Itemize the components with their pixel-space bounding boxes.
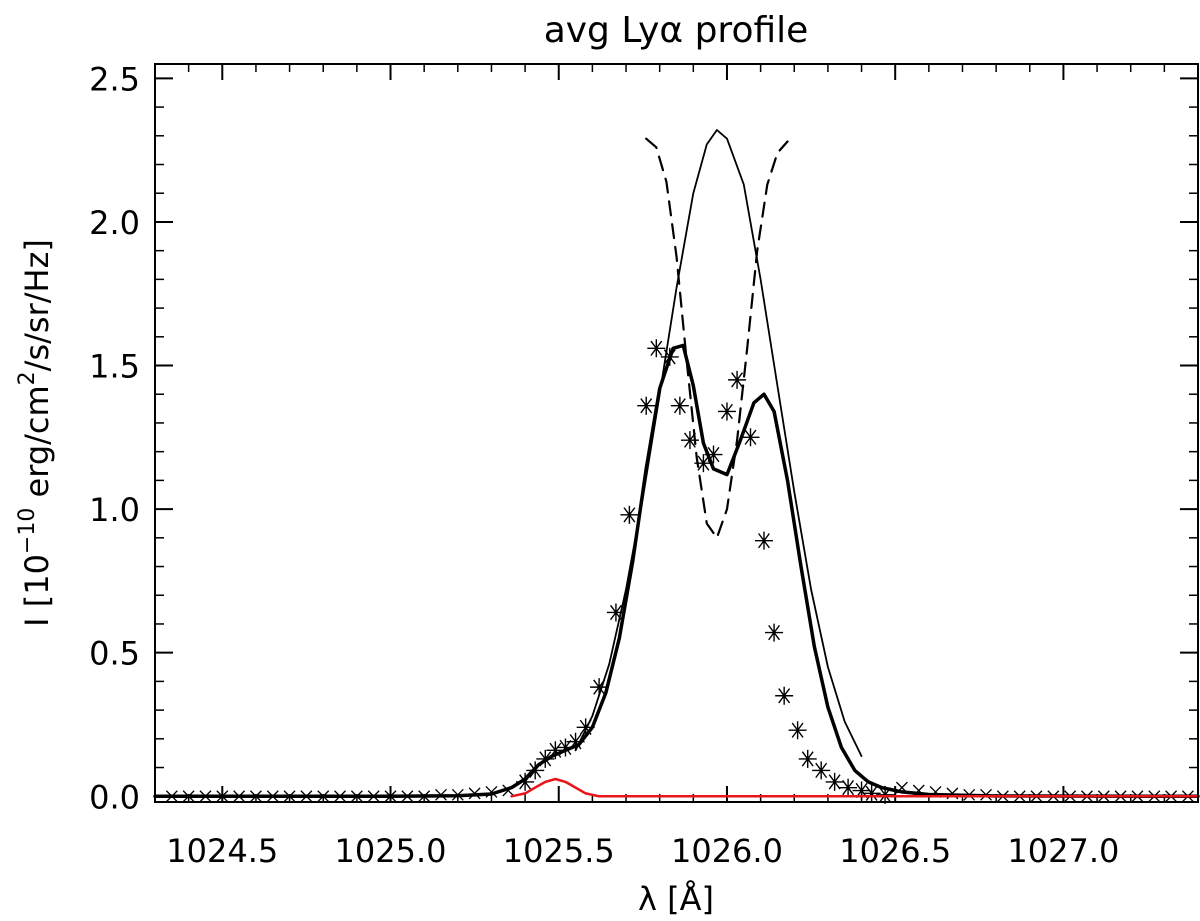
data-point-asterisk	[606, 603, 625, 622]
data-point-asterisk	[852, 781, 871, 800]
red-component-line	[510, 777, 1200, 798]
y-tick-label: 0.0	[89, 778, 140, 816]
data-point-asterisk	[765, 623, 784, 642]
data-point-asterisk	[620, 505, 639, 524]
data-point-asterisk	[704, 445, 723, 464]
data-point-asterisk	[680, 431, 699, 450]
data-point-asterisk	[812, 761, 831, 780]
y-axis-label-prefix: I [10	[18, 554, 56, 627]
data-point-asterisk	[576, 718, 595, 737]
y-tick-label: 1.5	[89, 348, 140, 386]
x-tick-label: 1025.5	[503, 832, 615, 870]
data-point-asterisk	[694, 454, 713, 473]
data-point-asterisk	[717, 402, 736, 421]
x-tick-label: 1026.5	[839, 832, 951, 870]
data-point-asterisk	[647, 339, 666, 358]
y-tick-label: 2.5	[89, 60, 140, 98]
data-point-asterisk	[728, 370, 747, 389]
data-point-asterisk	[556, 738, 575, 757]
y-axis-label-exponent: −10	[15, 508, 40, 554]
y-axis-label: I [10−10 erg/cm2/s/sr/Hz]	[15, 239, 56, 627]
data-point-asterisk	[788, 721, 807, 740]
x-tick-label: 1027.0	[1007, 832, 1119, 870]
data-point-asterisk	[876, 785, 895, 804]
dashed-absorption-line	[645, 137, 789, 539]
chart-title: avg Lyα profile	[544, 10, 809, 51]
plot-frame	[154, 63, 1199, 803]
x-tick-label: 1024.5	[166, 832, 278, 870]
y-tick-label: 0.5	[89, 635, 140, 673]
data-point-asterisk	[775, 686, 794, 705]
fit-line	[153, 343, 1200, 799]
data-point-asterisk	[741, 428, 760, 447]
data-point-asterisk	[670, 396, 689, 415]
y-axis-label-unit-exponent: 2	[15, 371, 40, 385]
x-axis-label: λ [Å]	[638, 880, 714, 918]
y-axis-label-suffix: /s/sr/Hz]	[18, 239, 56, 371]
y-axis: 0.0 0.5 1.0 1.5 2.0 2.5	[89, 60, 1198, 816]
data-point-asterisk	[590, 678, 609, 697]
y-tick-label: 1.0	[89, 491, 140, 529]
data-point-asterisk	[862, 784, 881, 803]
data-point-asterisk	[839, 778, 858, 797]
data-point-asterisk	[825, 772, 844, 791]
plot-area	[153, 129, 1200, 804]
data-point-asterisk	[566, 732, 585, 751]
y-tick-label: 2.0	[89, 204, 140, 242]
y-axis-label-unit: erg/cm	[18, 385, 56, 507]
gaussian-line	[574, 129, 863, 757]
data-point-asterisk	[637, 396, 656, 415]
data-point-asterisk	[798, 749, 817, 768]
x-tick-label: 1026.0	[671, 832, 783, 870]
x-tick-label: 1025.0	[335, 832, 447, 870]
data-point-asterisk	[754, 531, 773, 550]
x-axis: 1024.5 1025.0 1025.5 1026.0 1026.5 1027.0	[154, 64, 1199, 870]
data-point-asterisk	[516, 772, 535, 791]
data-point-asterisk	[546, 741, 565, 760]
